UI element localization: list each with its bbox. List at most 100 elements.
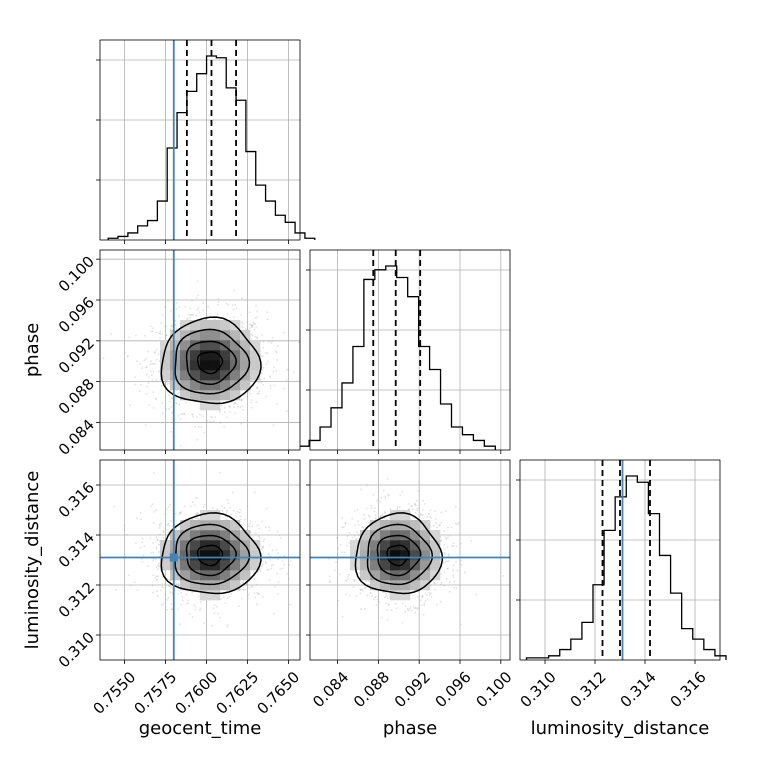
histogram-bar <box>118 236 128 240</box>
sample-point <box>174 397 177 399</box>
sample-point <box>385 595 388 597</box>
sample-point <box>446 545 449 548</box>
sample-point <box>271 336 274 339</box>
sample-point <box>241 405 244 407</box>
sample-point <box>364 608 366 610</box>
sample-point <box>170 397 173 399</box>
density-cell <box>180 370 191 381</box>
sample-point <box>269 384 272 387</box>
y-tick-label: 0.096 <box>55 293 98 336</box>
sample-point <box>329 580 332 583</box>
sample-point <box>227 499 229 501</box>
sample-point <box>419 599 422 602</box>
sample-point <box>187 313 190 316</box>
sample-point <box>387 494 389 497</box>
sample-point <box>270 342 273 344</box>
sample-point <box>218 411 221 414</box>
sample-point <box>143 545 146 548</box>
histogram-bar <box>582 622 593 660</box>
sample-point <box>277 558 279 561</box>
density-cell <box>250 540 261 551</box>
sample-point <box>152 406 155 409</box>
sample-point <box>233 403 236 406</box>
sample-point <box>160 522 163 525</box>
sample-point <box>456 569 459 572</box>
sample-point <box>192 603 195 606</box>
sample-point <box>196 516 199 519</box>
sample-point <box>262 355 265 357</box>
sample-point <box>440 539 443 541</box>
sample-point <box>253 322 255 325</box>
density-cell <box>170 340 181 351</box>
sample-point <box>208 420 211 422</box>
density-cell <box>220 360 231 371</box>
x-tick-label: 0.7625 <box>212 668 262 718</box>
sample-point <box>273 366 275 368</box>
sample-point <box>452 576 455 578</box>
sample-point <box>155 509 158 511</box>
sample-point <box>225 317 227 319</box>
x-tick-label: 0.084 <box>309 668 352 711</box>
sample-point <box>152 391 155 394</box>
sample-point <box>231 491 234 494</box>
sample-point <box>276 359 279 361</box>
sample-point <box>226 623 229 626</box>
sample-point <box>217 301 220 303</box>
sample-point <box>127 355 129 358</box>
sample-point <box>199 413 201 416</box>
y-axis-label-luminosity_distance: luminosity_distance <box>22 471 43 650</box>
density-cell <box>190 330 201 341</box>
density-cell <box>220 550 231 561</box>
density-cell <box>400 580 411 591</box>
sample-point <box>153 511 156 513</box>
sample-point <box>183 413 186 416</box>
sample-point <box>452 564 455 567</box>
sample-point <box>362 589 364 592</box>
sample-point <box>411 508 414 511</box>
sample-point <box>357 524 360 526</box>
sample-point <box>364 587 366 589</box>
sample-point <box>182 599 184 602</box>
density-cell <box>360 560 371 571</box>
histogram-bar <box>256 185 266 240</box>
sample-point <box>234 402 237 404</box>
sample-point <box>179 512 182 515</box>
density-cell <box>200 580 211 591</box>
sample-point <box>178 525 180 528</box>
sample-point <box>276 530 279 533</box>
sample-point <box>152 472 155 474</box>
sample-point <box>456 523 459 526</box>
sample-point <box>439 600 442 603</box>
density-cell <box>210 320 221 331</box>
histogram-bar <box>693 639 704 660</box>
sample-point <box>139 511 142 514</box>
sample-point <box>249 520 252 523</box>
sample-point <box>176 302 178 304</box>
sample-point <box>259 381 262 384</box>
sample-point <box>253 592 256 594</box>
sample-point <box>257 381 260 383</box>
histogram-bar <box>197 74 207 240</box>
sample-point <box>128 404 131 407</box>
sample-point <box>351 517 354 520</box>
x-tick-label: 0.314 <box>617 668 660 711</box>
sample-point <box>384 512 387 515</box>
sample-point <box>250 324 253 327</box>
sample-point <box>240 422 243 425</box>
sample-point <box>367 580 370 582</box>
sample-point <box>110 332 113 335</box>
sample-point <box>211 507 214 510</box>
sample-point <box>363 518 366 520</box>
sample-point <box>414 611 417 614</box>
sample-point <box>170 324 173 327</box>
sample-point <box>181 413 184 416</box>
sample-point <box>256 337 259 340</box>
sample-point <box>158 370 161 373</box>
sample-point <box>285 410 288 413</box>
sample-point <box>443 543 446 546</box>
sample-point <box>409 606 412 608</box>
sample-point <box>435 603 438 606</box>
sample-point <box>169 591 172 594</box>
density-geocent_time-phase <box>102 250 300 450</box>
sample-point <box>238 511 241 514</box>
